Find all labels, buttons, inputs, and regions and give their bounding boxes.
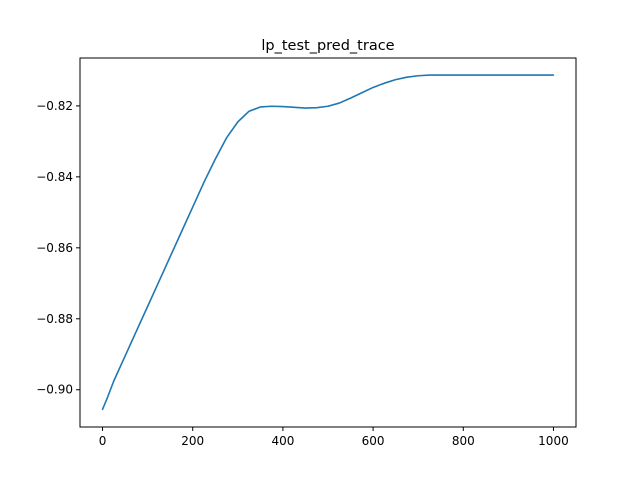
x-tick-label: 400 <box>271 434 294 448</box>
x-tick-label: 800 <box>452 434 475 448</box>
x-axis: 0 200 400 600 800 1000 <box>99 427 569 448</box>
y-tick-label: −0.88 <box>36 312 73 326</box>
y-tick-label: −0.86 <box>36 241 73 255</box>
x-tick-label: 1000 <box>538 434 569 448</box>
y-tick-label: −0.82 <box>36 99 73 113</box>
x-tick-label: 0 <box>99 434 107 448</box>
series-layer <box>101 74 555 411</box>
y-axis: −0.90 −0.88 −0.86 −0.84 −0.82 <box>36 99 80 397</box>
y-tick-label: −0.90 <box>36 383 73 397</box>
x-tick-label: 600 <box>362 434 385 448</box>
plot-frame <box>79 57 577 428</box>
chart-title: lp_test_pred_trace <box>261 38 394 54</box>
x-tick-label: 200 <box>181 434 204 448</box>
series-line <box>101 74 555 411</box>
y-tick-label: −0.84 <box>36 170 73 184</box>
